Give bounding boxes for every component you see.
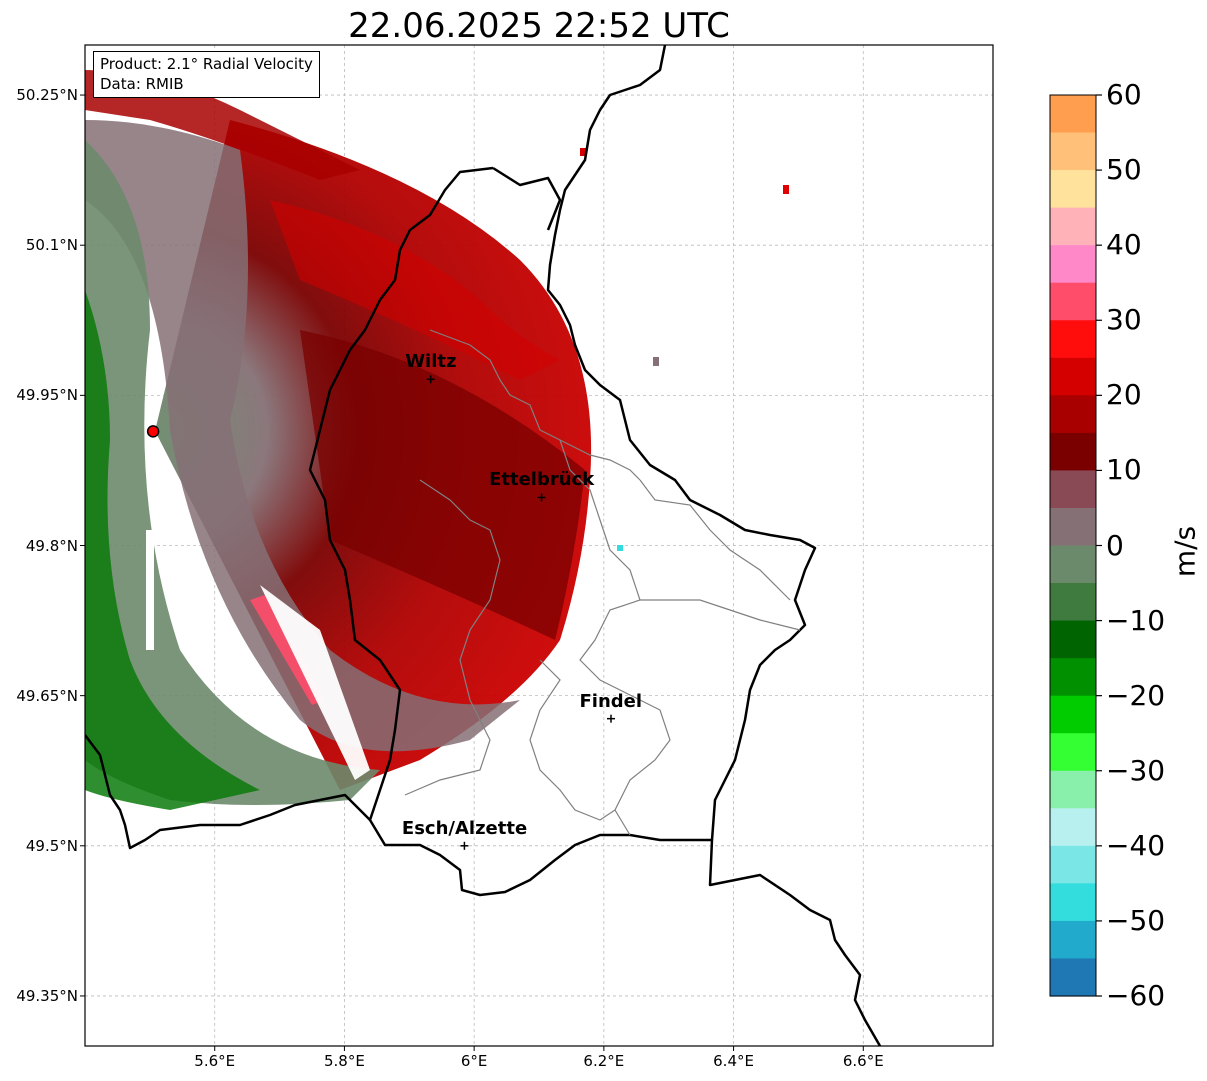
lon-tick-label: 6°E: [460, 1052, 488, 1070]
colorbar-band: [1050, 507, 1096, 547]
lat-tick-label: 49.5°N: [25, 836, 78, 855]
city-marker: [606, 714, 615, 723]
colorbar-tick-label: 10: [1106, 453, 1142, 487]
colorbar-unit-label: m/s: [1168, 525, 1202, 578]
colorbar-tick-label: −60: [1106, 979, 1166, 1012]
colorbar-band: [1050, 432, 1096, 472]
city-marker: [537, 493, 546, 502]
radar-site-marker: [146, 425, 160, 438]
colorbar-tick-label: −20: [1106, 678, 1166, 712]
product-label: Product: 2.1° Radial Velocity: [100, 55, 313, 73]
colorbar-band: [1050, 207, 1096, 246]
colorbar-tick-label: 50: [1106, 153, 1142, 187]
radar-echo-field: [85, 70, 789, 810]
colorbar-band: [1050, 545, 1096, 584]
lat-tick-label: 50.1°N: [25, 236, 78, 255]
colorbar-bands: [1050, 95, 1096, 997]
axis-ticks: [80, 94, 864, 1051]
lat-tick-label: 49.35°N: [16, 986, 78, 1005]
colorbar-band: [1050, 132, 1096, 171]
colorbar-band: [1050, 395, 1096, 434]
national-borders: [85, 45, 882, 1046]
colorbar-tick-label: −30: [1106, 753, 1166, 787]
colorbar-band: [1050, 583, 1096, 622]
lat-tick-label: 49.65°N: [16, 686, 78, 705]
data-source-label: Data: RMIB: [100, 75, 184, 93]
lat-tick-label: 50.25°N: [16, 86, 78, 105]
colorbar-band: [1050, 695, 1096, 734]
colorbar-band: [1050, 845, 1096, 884]
lat-tick-label: 49.8°N: [25, 536, 78, 555]
colorbar-band: [1050, 245, 1096, 284]
city-marker: [460, 841, 469, 850]
colorbar-band: [1050, 357, 1096, 396]
lat-tick-label: 49.95°N: [16, 386, 78, 405]
colorbar-tick-label: 0: [1106, 528, 1124, 562]
colorbar-band: [1050, 958, 1096, 997]
colorbar-band: [1050, 733, 1096, 772]
colorbar-tick-label: 40: [1106, 228, 1142, 262]
city-marker: [426, 375, 435, 384]
city-label: Findel: [579, 690, 643, 712]
colorbar-band: [1050, 470, 1096, 509]
canton-borders: [404, 329, 801, 836]
colorbar-band: [1050, 170, 1096, 209]
colorbar-tick-label: −50: [1106, 903, 1166, 937]
colorbar-band: [1050, 883, 1096, 922]
city-label: Ettelbrück: [489, 469, 595, 491]
colorbar-tick-label: −40: [1106, 828, 1166, 862]
lon-tick-label: 5.6°E: [194, 1052, 236, 1070]
city-label: Esch/Alzette: [401, 817, 528, 839]
lon-tick-label: 5.8°E: [324, 1052, 365, 1070]
city-label: Wiltz: [405, 351, 457, 373]
lon-tick-label: 6.6°E: [842, 1052, 884, 1070]
colorbar-tick-label: 30: [1106, 303, 1142, 337]
colorbar-band: [1050, 658, 1096, 697]
colorbar-tick-label: 20: [1106, 378, 1142, 412]
city-markers: [426, 375, 615, 850]
colorbar: [1049, 94, 1102, 997]
colorbar-band: [1050, 920, 1096, 960]
colorbar-band: [1050, 320, 1096, 359]
colorbar-band: [1050, 620, 1096, 659]
lon-tick-label: 6.2°E: [583, 1052, 625, 1070]
colorbar-band: [1050, 95, 1096, 134]
map-title: 22.06.2025 22:52 UTC: [348, 6, 730, 46]
colorbar-tick-label: −10: [1106, 603, 1166, 637]
colorbar-band: [1050, 808, 1096, 847]
lon-tick-label: 6.4°E: [713, 1052, 754, 1070]
colorbar-tick-label: 60: [1106, 78, 1142, 111]
product-info-box: Product: 2.1° Radial Velocity Data: RMIB: [93, 51, 320, 98]
colorbar-band: [1050, 770, 1096, 809]
colorbar-band: [1050, 282, 1096, 321]
